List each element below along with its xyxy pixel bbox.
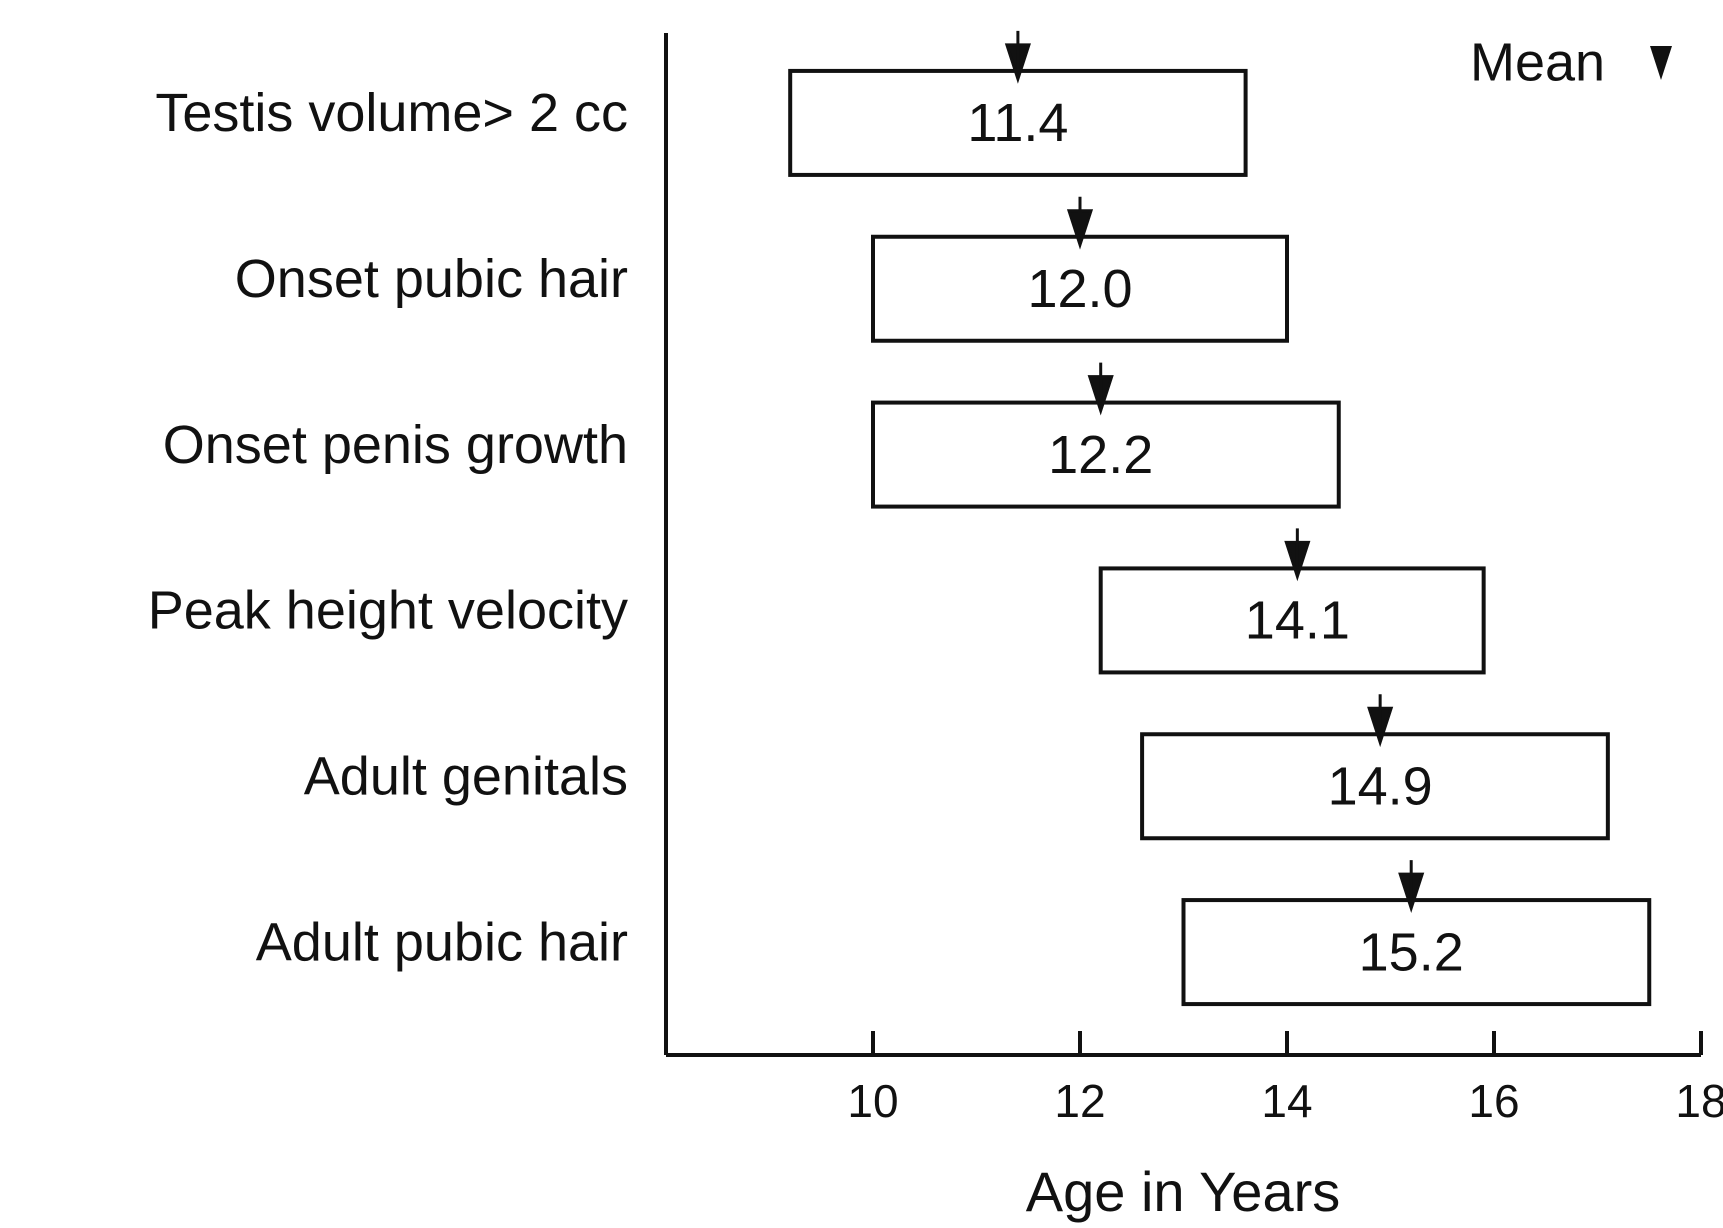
x-axis-title: Age in Years [1026, 1160, 1340, 1223]
mean-marker [1398, 860, 1425, 913]
x-tick-label: 16 [1468, 1075, 1519, 1127]
value-label: 12.0 [1027, 259, 1132, 319]
legend-marker [1650, 46, 1672, 80]
value-label: 14.1 [1245, 591, 1350, 651]
x-tick-label: 10 [847, 1075, 898, 1127]
x-tick-label: 18 [1675, 1075, 1723, 1127]
value-label: 15.2 [1359, 922, 1464, 982]
range-bar [1098, 566, 1486, 675]
mean-marker [1367, 694, 1394, 748]
category-label: Peak height velocity [148, 581, 628, 641]
x-tick-label: 12 [1054, 1075, 1105, 1127]
mean-marker [1004, 30, 1031, 84]
mean-marker [1066, 196, 1094, 250]
value-label: 14.9 [1328, 757, 1433, 817]
range-bar [788, 68, 1248, 177]
category-label: Adult genitals [304, 747, 628, 807]
category-label: Onset pubic hair [235, 249, 628, 309]
category-label: Testis volume> 2 cc [155, 83, 628, 143]
category-label: Adult pubic hair [256, 912, 628, 972]
x-tick-label: 14 [1261, 1075, 1312, 1127]
mean-marker [1284, 528, 1311, 582]
mean-marker [1087, 362, 1114, 416]
range-bar [871, 400, 1341, 509]
value-label: 12.2 [1048, 425, 1153, 485]
legend-label: Mean [1470, 32, 1605, 92]
category-label: Onset penis growth [163, 415, 628, 475]
range-bar [1140, 732, 1610, 841]
range-bar [1181, 898, 1652, 1007]
value-label: 11.4 [967, 93, 1068, 153]
